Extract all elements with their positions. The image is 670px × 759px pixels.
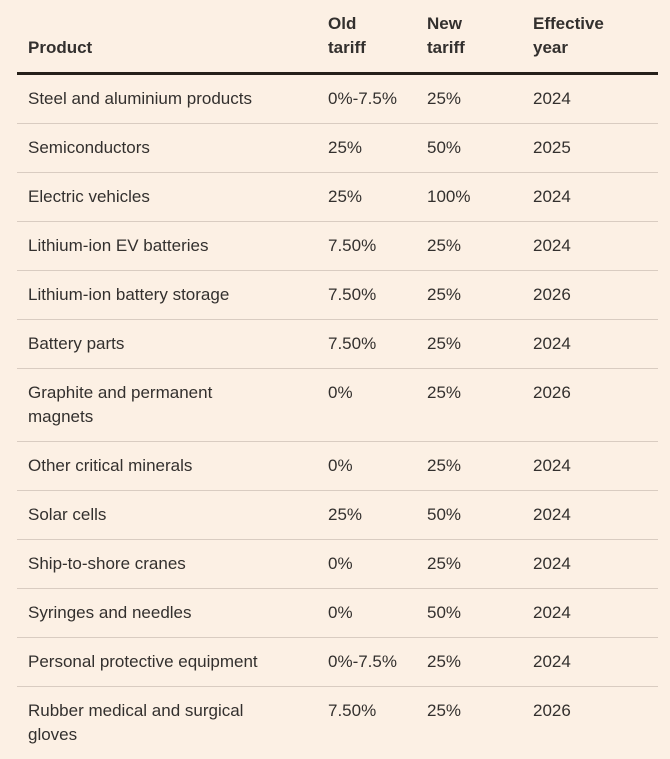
table-row: Steel and aluminium products 0%-7.5% 25%… (17, 74, 658, 124)
product-cell: Rubber medical and surgical gloves (17, 687, 328, 759)
new-tariff-cell: 25% (427, 320, 533, 369)
old-tariff-cell: 0% (328, 442, 427, 491)
column-header-old-tariff: Old tariff (328, 6, 427, 74)
old-tariff-cell: 0%-7.5% (328, 638, 427, 687)
column-header-product: Product (17, 6, 328, 74)
product-cell: Battery parts (17, 320, 328, 369)
old-tariff-cell: 25% (328, 491, 427, 540)
product-cell: Other critical minerals (17, 442, 328, 491)
old-tariff-cell: 7.50% (328, 271, 427, 320)
product-cell: Syringes and needles (17, 589, 328, 638)
old-tariff-cell: 25% (328, 173, 427, 222)
new-tariff-cell: 25% (427, 540, 533, 589)
column-header-new-tariff: New tariff (427, 6, 533, 74)
product-cell: Lithium-ion EV batteries (17, 222, 328, 271)
new-tariff-cell: 50% (427, 491, 533, 540)
new-tariff-cell: 25% (427, 638, 533, 687)
new-tariff-cell: 25% (427, 222, 533, 271)
effective-year-cell: 2026 (533, 687, 658, 759)
old-tariff-cell: 7.50% (328, 222, 427, 271)
product-cell: Semiconductors (17, 124, 328, 173)
product-cell: Ship-to-shore cranes (17, 540, 328, 589)
table-body: Steel and aluminium products 0%-7.5% 25%… (17, 74, 658, 759)
effective-year-cell: 2024 (533, 222, 658, 271)
column-header-effective-year: Effective year (533, 6, 658, 74)
product-cell: Personal protective equipment (17, 638, 328, 687)
product-cell: Lithium-ion battery storage (17, 271, 328, 320)
table-row: Graphite and permanent magnets 0% 25% 20… (17, 369, 658, 442)
table-row: Semiconductors 25% 50% 2025 (17, 124, 658, 173)
old-tariff-cell: 0% (328, 589, 427, 638)
tariff-table: Product Old tariff New tariff Effective … (17, 6, 658, 759)
old-tariff-cell: 0% (328, 369, 427, 442)
table-row: Other critical minerals 0% 25% 2024 (17, 442, 658, 491)
table-row: Electric vehicles 25% 100% 2024 (17, 173, 658, 222)
product-cell: Steel and aluminium products (17, 74, 328, 124)
new-tariff-cell: 25% (427, 271, 533, 320)
new-tariff-cell: 25% (427, 74, 533, 124)
table-row: Ship-to-shore cranes 0% 25% 2024 (17, 540, 658, 589)
product-cell: Graphite and permanent magnets (17, 369, 328, 442)
product-cell: Electric vehicles (17, 173, 328, 222)
old-tariff-cell: 0%-7.5% (328, 74, 427, 124)
new-tariff-cell: 25% (427, 442, 533, 491)
new-tariff-cell: 25% (427, 687, 533, 759)
old-tariff-cell: 25% (328, 124, 427, 173)
effective-year-cell: 2026 (533, 271, 658, 320)
table-row: Syringes and needles 0% 50% 2024 (17, 589, 658, 638)
effective-year-cell: 2024 (533, 442, 658, 491)
table-header: Product Old tariff New tariff Effective … (17, 6, 658, 74)
effective-year-cell: 2024 (533, 173, 658, 222)
new-tariff-cell: 100% (427, 173, 533, 222)
table-row: Rubber medical and surgical gloves 7.50%… (17, 687, 658, 759)
effective-year-cell: 2025 (533, 124, 658, 173)
effective-year-cell: 2024 (533, 74, 658, 124)
old-tariff-cell: 7.50% (328, 687, 427, 759)
old-tariff-cell: 0% (328, 540, 427, 589)
effective-year-cell: 2024 (533, 638, 658, 687)
table-row: Battery parts 7.50% 25% 2024 (17, 320, 658, 369)
new-tariff-cell: 50% (427, 124, 533, 173)
effective-year-cell: 2024 (533, 540, 658, 589)
effective-year-cell: 2024 (533, 589, 658, 638)
old-tariff-cell: 7.50% (328, 320, 427, 369)
product-cell: Solar cells (17, 491, 328, 540)
table-row: Personal protective equipment 0%-7.5% 25… (17, 638, 658, 687)
new-tariff-cell: 50% (427, 589, 533, 638)
header-row: Product Old tariff New tariff Effective … (17, 6, 658, 74)
table-row: Lithium-ion battery storage 7.50% 25% 20… (17, 271, 658, 320)
table-row: Solar cells 25% 50% 2024 (17, 491, 658, 540)
table-row: Lithium-ion EV batteries 7.50% 25% 2024 (17, 222, 658, 271)
effective-year-cell: 2024 (533, 491, 658, 540)
effective-year-cell: 2026 (533, 369, 658, 442)
new-tariff-cell: 25% (427, 369, 533, 442)
effective-year-cell: 2024 (533, 320, 658, 369)
